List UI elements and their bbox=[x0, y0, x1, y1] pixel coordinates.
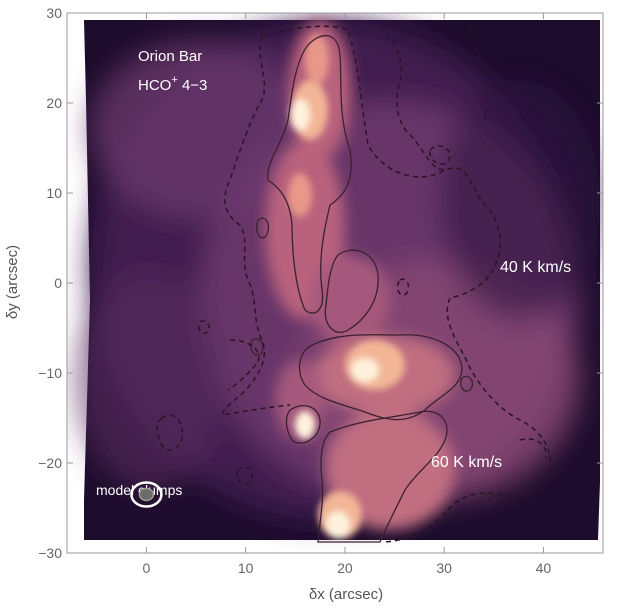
y-tick-label: 30 bbox=[46, 5, 62, 21]
map-title-line2: HCO+ 4−3 bbox=[138, 74, 207, 94]
contour-label-40: 40 K km/s bbox=[500, 259, 571, 276]
y-tick-label: −20 bbox=[38, 455, 62, 471]
y-axis-label: δy (arcsec) bbox=[4, 245, 21, 319]
x-tick-label: 40 bbox=[536, 560, 552, 576]
y-tick-label: −10 bbox=[38, 365, 62, 381]
y-tick-label: 0 bbox=[54, 275, 62, 291]
x-tick-label: 20 bbox=[337, 560, 353, 576]
intensity-map bbox=[67, 13, 603, 553]
beam-inner-clump bbox=[138, 487, 155, 502]
x-axis: 0 10 20 30 40 bbox=[143, 13, 552, 576]
title-line2-sup: + bbox=[171, 74, 177, 86]
contour-40 bbox=[156, 25, 551, 543]
contour-label-60: 60 K km/s bbox=[431, 454, 502, 471]
x-tick-label: 0 bbox=[143, 560, 151, 576]
map-title-line1: Orion Bar bbox=[138, 48, 202, 65]
x-tick-label: 30 bbox=[436, 560, 452, 576]
title-line2-prefix: HCO bbox=[138, 77, 171, 94]
x-tick-label: 10 bbox=[238, 560, 254, 576]
y-tick-label: 20 bbox=[46, 95, 62, 111]
y-tick-label: −30 bbox=[38, 545, 62, 561]
y-tick-label: 10 bbox=[46, 185, 62, 201]
beam-outer-ring bbox=[130, 481, 163, 508]
contour-60 bbox=[250, 35, 496, 543]
emission-peaks bbox=[288, 35, 405, 539]
x-axis-label: δx (arcsec) bbox=[309, 586, 383, 603]
y-axis: −30 −20 −10 0 10 20 30 bbox=[38, 5, 603, 561]
model-clump-beam bbox=[130, 481, 163, 508]
title-line2-suffix: 4−3 bbox=[178, 77, 208, 94]
